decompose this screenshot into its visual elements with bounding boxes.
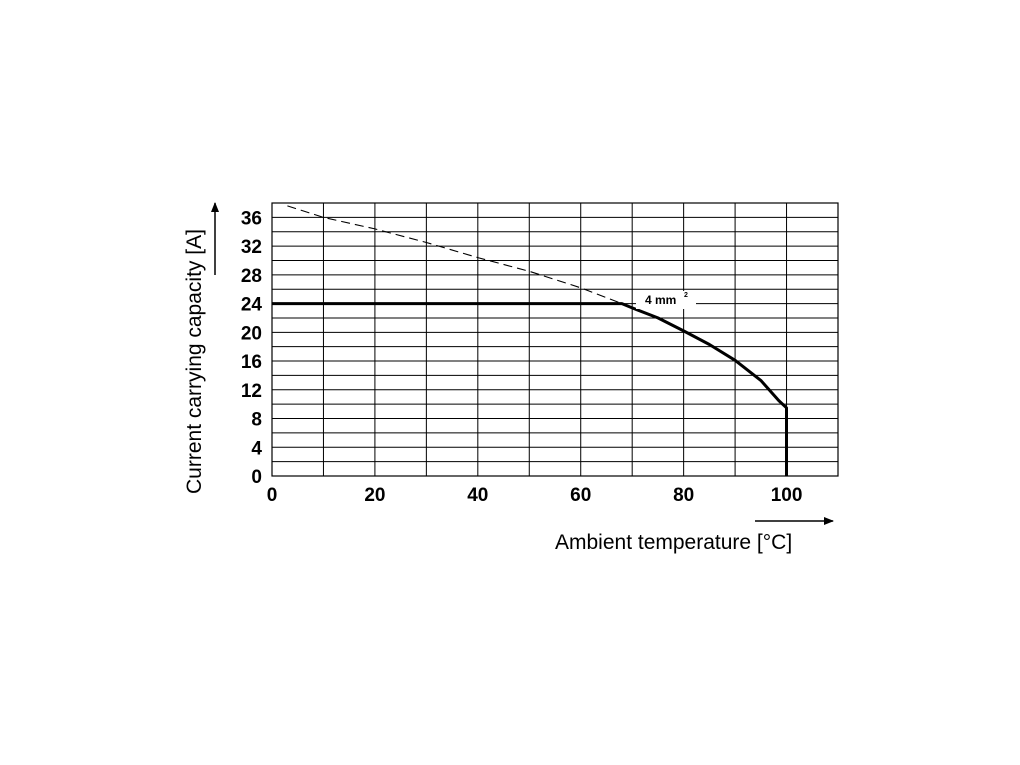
x-tick-labels: 0 20 40 60 80 100	[267, 485, 803, 506]
x-tick-label: 60	[570, 485, 591, 506]
series-layer	[272, 205, 788, 476]
series-line-dashed	[287, 205, 623, 305]
x-tick-label: 20	[364, 485, 385, 506]
y-tick-label: 12	[241, 381, 262, 402]
series-label-text: 4 mm	[645, 293, 676, 307]
series-label-superscript: 2	[684, 292, 688, 299]
y-tick-label: 8	[251, 410, 262, 431]
y-tick-label: 4	[251, 438, 262, 459]
plot-frame	[271, 202, 839, 477]
y-tick-labels: 0 4 8 12 16 20 24 28 32 36	[241, 208, 263, 488]
series-line-4mm2	[272, 302, 788, 476]
x-tick-label: 100	[771, 485, 803, 506]
y-tick-label: 32	[241, 237, 262, 258]
x-tick-label: 40	[467, 485, 488, 506]
y-tick-label: 24	[241, 295, 263, 316]
series-label-4mm2: 4 mm 2	[636, 291, 696, 309]
y-axis-title: Current carrying capacity [A]	[183, 229, 206, 494]
y-tick-label: 28	[241, 266, 262, 287]
y-tick-label: 20	[241, 323, 262, 344]
x-tick-label: 0	[267, 485, 278, 506]
grid	[272, 203, 838, 476]
y-tick-label: 16	[241, 352, 262, 373]
y-tick-label: 0	[251, 467, 262, 488]
y-tick-label: 36	[241, 208, 262, 229]
x-tick-label: 80	[673, 485, 694, 506]
x-axis-title: Ambient temperature [°C]	[555, 531, 792, 554]
